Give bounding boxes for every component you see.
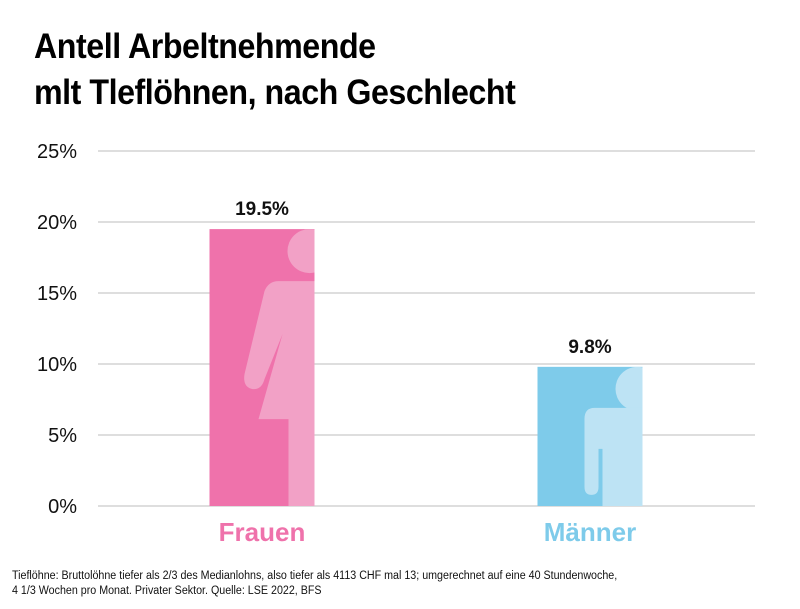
y-tick-label: 15% bbox=[37, 283, 77, 305]
x-category-label: Frauen bbox=[219, 517, 306, 547]
bar-chart: 0% 5% 10% 15% 20% 25% 19.5% 9.8% Frauen Männer bbox=[37, 141, 755, 547]
footnote-line-2: 4 1/3 Wochen pro Monat. Privater Sektor.… bbox=[12, 585, 322, 597]
footnote-line-1: Tieflöhne: Bruttolöhne tiefer als 2/3 de… bbox=[12, 570, 618, 582]
y-tick-label: 10% bbox=[37, 354, 77, 376]
data-label: 19.5% bbox=[235, 199, 289, 220]
male-figure-icon bbox=[584, 366, 643, 506]
bars bbox=[209, 229, 643, 506]
footnote: Tieflöhne: Bruttolöhne tiefer als 2/3 de… bbox=[12, 569, 617, 599]
chart-title-line-2: mlt Tleflöhnen, nach Geschlecht bbox=[34, 73, 516, 112]
bar-group-maenner bbox=[537, 366, 643, 506]
female-figure-icon bbox=[244, 229, 315, 506]
x-category-label: Männer bbox=[544, 517, 636, 547]
x-axis-categories: Frauen Männer bbox=[219, 517, 637, 547]
gridlines bbox=[98, 150, 755, 507]
bar-group-frauen bbox=[209, 229, 315, 506]
y-axis-ticks: 0% 5% 10% 15% 20% 25% bbox=[37, 141, 77, 518]
data-labels: 19.5% 9.8% bbox=[235, 199, 612, 358]
y-tick-label: 20% bbox=[37, 212, 77, 234]
y-tick-label: 0% bbox=[48, 496, 77, 518]
data-label: 9.8% bbox=[568, 337, 611, 358]
y-tick-label: 5% bbox=[48, 425, 77, 447]
chart-title: Antell Arbeltnehmende mlt Tleflöhnen, na… bbox=[34, 24, 516, 116]
chart-title-line-1: Antell Arbeltnehmende bbox=[34, 27, 376, 66]
y-tick-label: 25% bbox=[37, 141, 77, 163]
